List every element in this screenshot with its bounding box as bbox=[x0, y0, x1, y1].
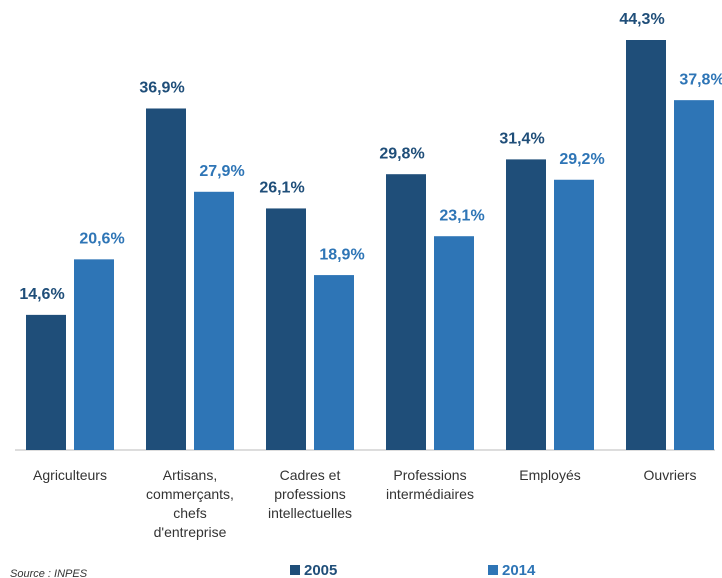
value-label: 26,1% bbox=[259, 180, 304, 197]
x-tick-label: Ouvriers bbox=[643, 467, 697, 483]
bar bbox=[194, 191, 234, 450]
legend-label: 2014 bbox=[502, 562, 536, 578]
bar bbox=[674, 100, 714, 450]
x-tick-label: Cadres et professions intellectuelles bbox=[267, 467, 353, 521]
bar bbox=[386, 174, 426, 450]
value-label: 14,6% bbox=[19, 286, 64, 303]
legend-label: 2005 bbox=[304, 562, 337, 578]
value-label: 37,8% bbox=[679, 71, 722, 88]
bar bbox=[554, 179, 594, 450]
value-label: 27,9% bbox=[199, 163, 244, 180]
bar bbox=[434, 236, 474, 450]
value-label: 29,8% bbox=[379, 145, 424, 162]
value-label: 44,3% bbox=[619, 11, 664, 28]
bar bbox=[506, 159, 546, 451]
bar bbox=[74, 259, 114, 450]
legend-swatch bbox=[488, 565, 498, 575]
bar bbox=[146, 108, 186, 451]
bar bbox=[626, 40, 666, 450]
bar bbox=[314, 275, 354, 450]
legend-swatch bbox=[290, 565, 300, 575]
source: Source : INPES bbox=[10, 568, 88, 578]
value-label: 18,9% bbox=[319, 246, 364, 263]
x-tick-label: Agriculteurs bbox=[33, 467, 107, 483]
bar bbox=[26, 314, 66, 450]
x-tick-label: Employés bbox=[519, 467, 581, 483]
x-tick-label: Artisans, commerçants, chefs d'entrepris… bbox=[146, 467, 234, 540]
value-label: 29,2% bbox=[559, 151, 604, 168]
value-label: 36,9% bbox=[139, 80, 184, 97]
x-tick-label: Professions intermédiaires bbox=[386, 467, 474, 502]
value-label: 20,6% bbox=[79, 231, 124, 248]
value-label: 23,1% bbox=[439, 207, 484, 224]
value-label: 31,4% bbox=[499, 131, 544, 148]
bar bbox=[266, 208, 306, 450]
